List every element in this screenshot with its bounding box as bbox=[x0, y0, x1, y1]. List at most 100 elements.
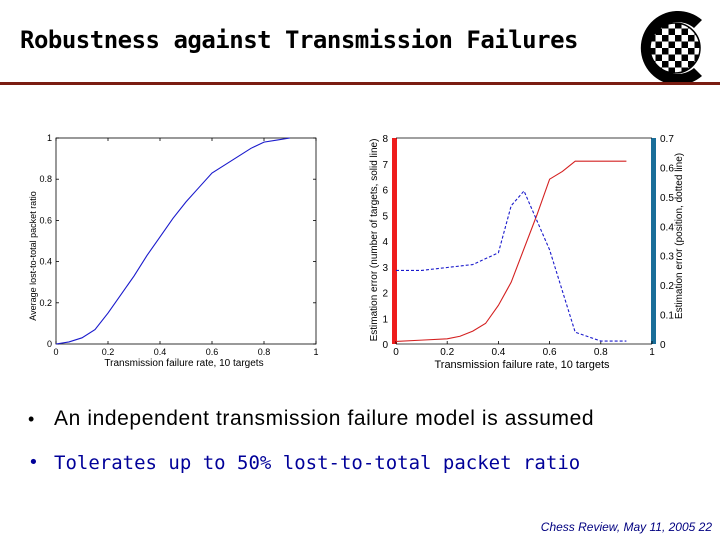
checker-square bbox=[655, 35, 662, 42]
checker-square bbox=[681, 54, 688, 61]
chart1-xlabel: Transmission failure rate, 10 targets bbox=[104, 358, 263, 369]
footer: Chess Review, May 11, 2005 22 bbox=[540, 520, 712, 534]
right-axis-bar bbox=[651, 138, 656, 344]
y-tick-label-left: 8 bbox=[382, 134, 388, 145]
target-count-error-line bbox=[395, 160, 627, 342]
checker-square bbox=[650, 35, 656, 42]
checker-square bbox=[688, 28, 695, 35]
checker-square bbox=[675, 54, 682, 61]
y-tick-label-right: 0.5 bbox=[660, 193, 674, 204]
y-tick-label-left: 2 bbox=[382, 289, 388, 300]
bullet-text: Tolerates up to 50% lost-to-total packet… bbox=[54, 452, 581, 474]
checker-square bbox=[675, 28, 682, 35]
chart1-axes-box bbox=[55, 137, 317, 345]
y-tick-label-left: 4 bbox=[382, 237, 388, 248]
checker-square bbox=[668, 35, 675, 42]
checker-square bbox=[694, 41, 700, 48]
checker-square bbox=[668, 28, 675, 35]
x-tick-label: 1 bbox=[649, 347, 655, 358]
y-tick-label: 0.4 bbox=[39, 257, 52, 267]
checker-square bbox=[650, 41, 656, 48]
checker-square bbox=[655, 48, 662, 55]
checker-square bbox=[662, 35, 669, 42]
y-tick-label-left: 5 bbox=[382, 211, 388, 222]
checker-square bbox=[668, 54, 675, 61]
checker-square bbox=[675, 61, 682, 68]
bullet-item: • Tolerates up to 50% lost-to-total pack… bbox=[28, 448, 708, 492]
chart2-ylabel-left: Estimation error (number of targets, sol… bbox=[369, 139, 380, 342]
y-tick-label-left: 6 bbox=[382, 186, 388, 197]
checker-square bbox=[681, 61, 688, 68]
checker-square bbox=[681, 67, 688, 73]
series-line bbox=[55, 137, 291, 345]
estimation-error-chart: Estimation error (number of targets, sol… bbox=[369, 134, 685, 371]
checker-square bbox=[681, 23, 688, 29]
y-tick-label-right: 0.3 bbox=[660, 252, 674, 263]
slide-title: Robustness against Transmission Failures bbox=[20, 26, 578, 54]
bullet-dot: • bbox=[28, 452, 39, 473]
logo-letter-c bbox=[640, 11, 702, 86]
title-rule bbox=[0, 82, 720, 85]
checker-square bbox=[694, 54, 700, 61]
bullet-item: • An independent transmission failure mo… bbox=[28, 404, 708, 448]
checker-square bbox=[688, 54, 695, 61]
y-tick-label: 0.6 bbox=[39, 215, 52, 225]
y-tick-label-left: 7 bbox=[382, 160, 388, 171]
checker-square bbox=[681, 28, 688, 35]
y-tick-label: 0.2 bbox=[39, 298, 52, 308]
x-tick-label: 0.8 bbox=[258, 347, 271, 357]
checker-square bbox=[655, 41, 662, 48]
checker-square bbox=[688, 48, 695, 55]
y-tick-label-right: 0.6 bbox=[660, 163, 674, 174]
checker-square bbox=[681, 41, 688, 48]
x-tick-label: 0.6 bbox=[543, 347, 557, 358]
x-tick-label: 0 bbox=[53, 347, 58, 357]
checker-square bbox=[662, 54, 669, 61]
checker-square bbox=[675, 23, 682, 29]
x-tick-label: 0 bbox=[393, 347, 399, 358]
y-tick-label-left: 0 bbox=[382, 340, 388, 351]
y-tick-label-right: 0.7 bbox=[660, 134, 674, 145]
chart2-xlabel: Transmission failure rate, 10 targets bbox=[434, 359, 610, 371]
y-tick-label-right: 0 bbox=[660, 340, 666, 351]
checker-square bbox=[655, 28, 662, 35]
bullet-text: An independent transmission failure mode… bbox=[54, 407, 595, 430]
x-tick-label: 0.2 bbox=[440, 347, 454, 358]
checker-square bbox=[668, 48, 675, 55]
checker-square bbox=[662, 41, 669, 48]
checker-square bbox=[662, 61, 669, 68]
checker-square bbox=[681, 48, 688, 55]
checker-square bbox=[662, 23, 669, 29]
chess-logo bbox=[640, 11, 702, 86]
checker-square bbox=[681, 35, 688, 42]
checker-square bbox=[688, 41, 695, 48]
checker-square bbox=[662, 48, 669, 55]
checker-square bbox=[668, 61, 675, 68]
checker-square bbox=[650, 54, 656, 61]
x-tick-label: 0.2 bbox=[102, 347, 115, 357]
y-tick-label-left: 3 bbox=[382, 263, 388, 274]
checker-square bbox=[655, 61, 662, 68]
y-tick-label-right: 0.1 bbox=[660, 311, 674, 322]
y-tick-label-left: 1 bbox=[382, 314, 388, 325]
bullet-list: • An independent transmission failure mo… bbox=[28, 404, 708, 492]
x-tick-label: 0.4 bbox=[154, 347, 167, 357]
checker-square bbox=[668, 23, 675, 29]
y-tick-label: 0 bbox=[47, 339, 52, 349]
checker-square bbox=[662, 28, 669, 35]
position-error-line bbox=[396, 189, 627, 342]
lost-ratio-chart: Average lost-to-total packet ratio Trans… bbox=[28, 133, 319, 369]
y-tick-label: 1 bbox=[47, 133, 52, 143]
checker-square bbox=[694, 35, 700, 42]
checker-square bbox=[675, 35, 682, 42]
x-tick-label: 0.8 bbox=[594, 347, 608, 358]
x-tick-label: 1 bbox=[313, 347, 318, 357]
bullet-dot: • bbox=[28, 409, 35, 429]
y-tick-label: 0.8 bbox=[39, 174, 52, 184]
checker-square bbox=[675, 41, 682, 48]
x-tick-label: 0.6 bbox=[206, 347, 219, 357]
y-tick-label-right: 0.2 bbox=[660, 281, 674, 292]
checker-square bbox=[675, 67, 682, 73]
x-tick-label: 0.4 bbox=[491, 347, 505, 358]
checker-square bbox=[694, 48, 700, 55]
